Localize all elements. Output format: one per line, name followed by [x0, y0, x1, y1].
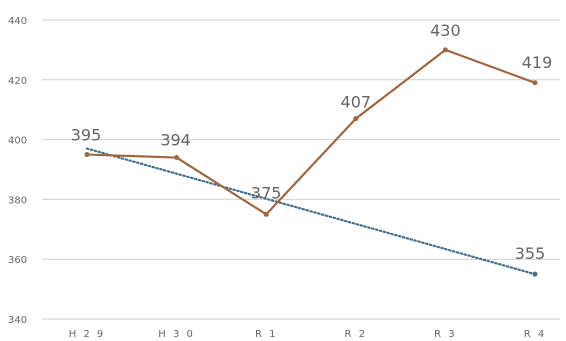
- x-tick-label: H 2 9: [69, 329, 106, 340]
- x-tick-label: R 3: [434, 329, 457, 340]
- data-label: 375: [251, 183, 282, 202]
- data-point: [174, 155, 180, 161]
- series-layer: [84, 47, 538, 217]
- trendline-layer: [85, 147, 538, 277]
- y-tick-label: 360: [8, 255, 27, 266]
- y-tick-label: 380: [8, 195, 27, 206]
- data-label: 419: [522, 53, 553, 72]
- data-point: [532, 80, 538, 86]
- x-tick-label: R 4: [524, 329, 547, 340]
- x-tick-label: R 1: [255, 329, 278, 340]
- gridlines: [42, 19, 560, 320]
- data-label: 395: [71, 126, 102, 145]
- x-tick-label: H 3 0: [158, 329, 195, 340]
- data-label: 407: [341, 93, 372, 112]
- y-tick-label: 340: [8, 315, 27, 326]
- data-point: [84, 152, 90, 158]
- series-line: [86, 48, 536, 216]
- data-point: [353, 116, 359, 122]
- x-tick-label: R 2: [345, 329, 368, 340]
- y-tick-label: 400: [8, 136, 27, 147]
- y-tick-label: 440: [8, 16, 27, 27]
- data-point: [263, 211, 269, 217]
- data-label: 430: [430, 21, 461, 40]
- data-point: [442, 47, 448, 53]
- data-label: 394: [160, 131, 191, 150]
- y-tick-label: 420: [8, 76, 27, 87]
- y-axis-ticks: 340 360 380 400 420 440: [8, 16, 27, 326]
- trendline: [85, 147, 537, 276]
- x-axis-ticks: H 2 9 H 3 0 R 1 R 2 R 3 R 4: [69, 329, 547, 340]
- trendline-data-label: 355: [515, 244, 546, 263]
- trendline-end-point: [532, 271, 538, 277]
- data-labels: 395 394 375 407 430 419 355: [71, 21, 553, 263]
